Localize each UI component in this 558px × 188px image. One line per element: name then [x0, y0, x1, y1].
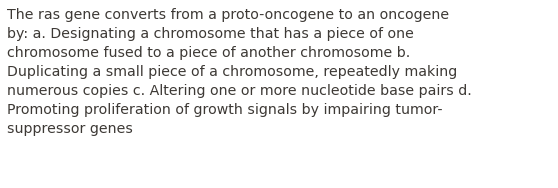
Text: The ras gene converts from a proto-oncogene to an oncogene
by: a. Designating a : The ras gene converts from a proto-oncog…: [7, 8, 472, 136]
